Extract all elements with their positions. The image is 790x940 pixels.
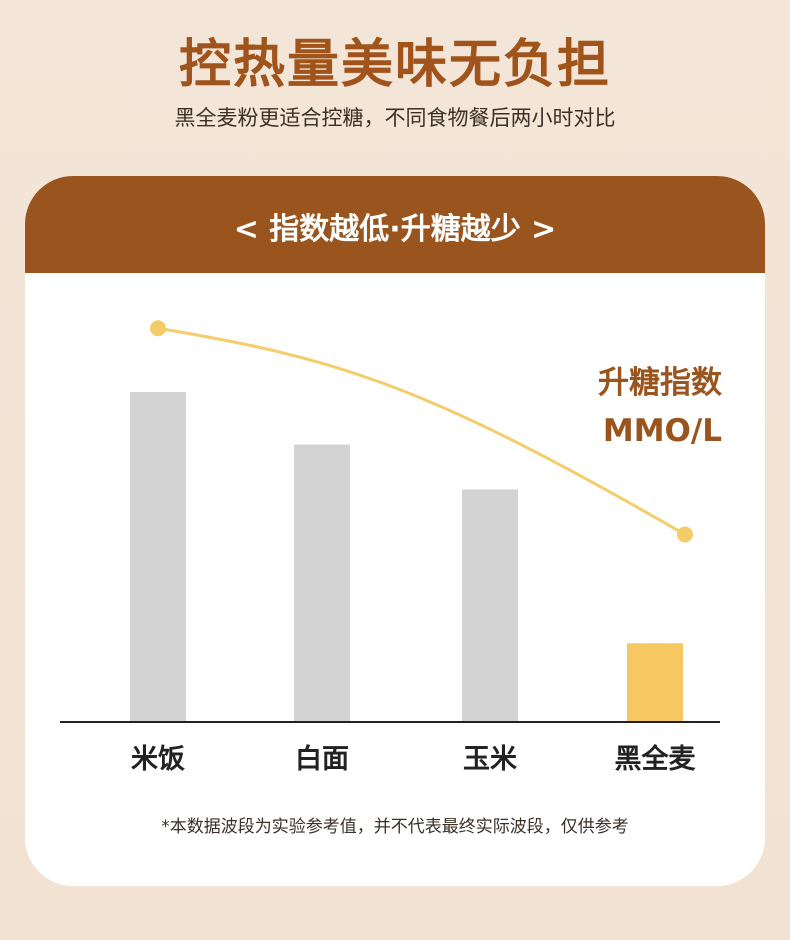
bar-2	[294, 444, 350, 722]
page-subtitle: 黑全麦粉更适合控糖，不同食物餐后两小时对比	[174, 106, 616, 130]
card-header	[25, 176, 765, 273]
category-label-1: 米饭	[131, 744, 185, 775]
card-banner: < 指数越低·升糖越少 >	[233, 212, 557, 247]
trend-point-2	[677, 526, 693, 543]
trend-point-1	[150, 320, 166, 337]
category-label-4: 黑全麦	[615, 743, 697, 775]
footnote: *本数据波段为实验参考值，并不代表最终实际波段，仅供参考	[161, 817, 629, 837]
category-label-2: 白面	[295, 743, 349, 775]
bar-1	[130, 392, 186, 722]
category-label-3: 玉米	[463, 744, 517, 775]
bar-3	[462, 489, 518, 722]
page-title: 控热量美味无负担	[178, 35, 611, 95]
glycemic-trend-line	[157, 326, 686, 536]
series-label-line1: 升糖指数	[598, 365, 722, 401]
series-label-line2: MMO/L	[603, 413, 722, 449]
bar-4	[627, 643, 683, 722]
